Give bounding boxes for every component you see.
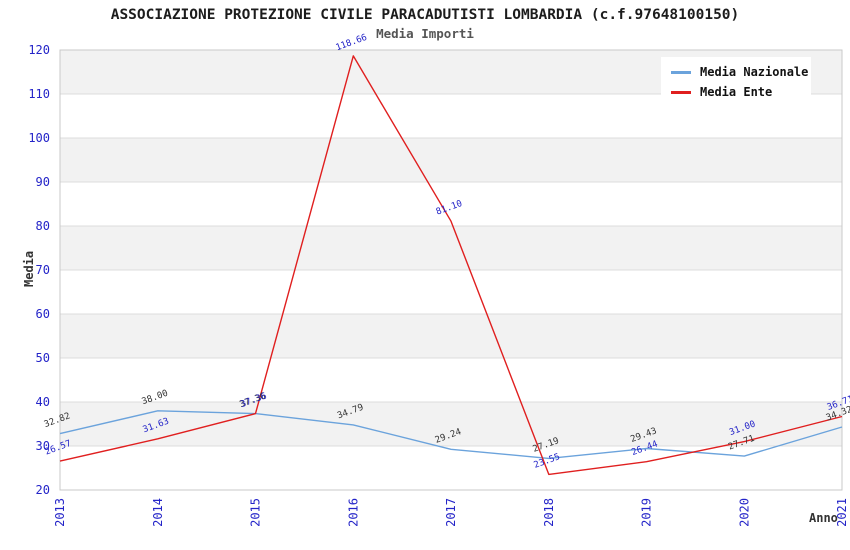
x-tick-label: 2014: [151, 498, 165, 527]
x-tick-label: 2015: [249, 498, 263, 527]
y-tick-label: 110: [28, 87, 50, 101]
y-tick-label: 50: [36, 351, 50, 365]
legend-item-media-nazionale: Media Nazionale: [671, 62, 811, 82]
x-axis-title: Anno: [809, 511, 838, 525]
x-tick-label: 2017: [444, 498, 458, 527]
legend-label-media-nazionale: Media Nazionale: [700, 65, 809, 79]
legend-line-icon: [671, 70, 691, 74]
y-tick-label: 30: [36, 439, 50, 453]
y-tick-label: 120: [28, 43, 50, 57]
y-tick-label: 90: [36, 175, 50, 189]
y-axis-title: Media: [22, 250, 36, 287]
y-tick-label: 70: [36, 263, 50, 277]
plot-border: [59, 49, 843, 491]
chart-title: ASSOCIAZIONE PROTEZIONE CIVILE PARACADUT…: [110, 7, 740, 23]
y-tick-label: 100: [28, 131, 50, 145]
plot-band: [60, 402, 842, 446]
legend-label-media-ente: Media Ente: [700, 85, 773, 99]
plot-band: [60, 138, 842, 182]
y-tick-label: 40: [36, 395, 50, 409]
y-tick-label: 80: [36, 219, 50, 233]
plot-band: [60, 226, 842, 270]
x-tick-label: 2013: [53, 498, 67, 527]
chart-subtitle: Media Importi: [376, 26, 474, 41]
plot-band: [60, 314, 842, 358]
legend-item-media-ente: Media Ente: [671, 82, 811, 102]
chart-legend: Media Nazionale Media Ente: [661, 57, 811, 107]
series-line-media-nazionale: [59, 410, 843, 460]
x-tick-label: 2021: [835, 498, 849, 527]
y-tick-label: 60: [36, 307, 50, 321]
legend-line-icon: [671, 90, 691, 94]
x-tick-label: 2019: [640, 498, 654, 527]
series-line-media-ente: [59, 55, 843, 476]
x-tick-label: 2020: [737, 498, 751, 527]
x-tick-label: 2016: [346, 498, 360, 527]
x-tick-label: 2018: [542, 498, 556, 527]
y-tick-label: 20: [36, 483, 50, 497]
